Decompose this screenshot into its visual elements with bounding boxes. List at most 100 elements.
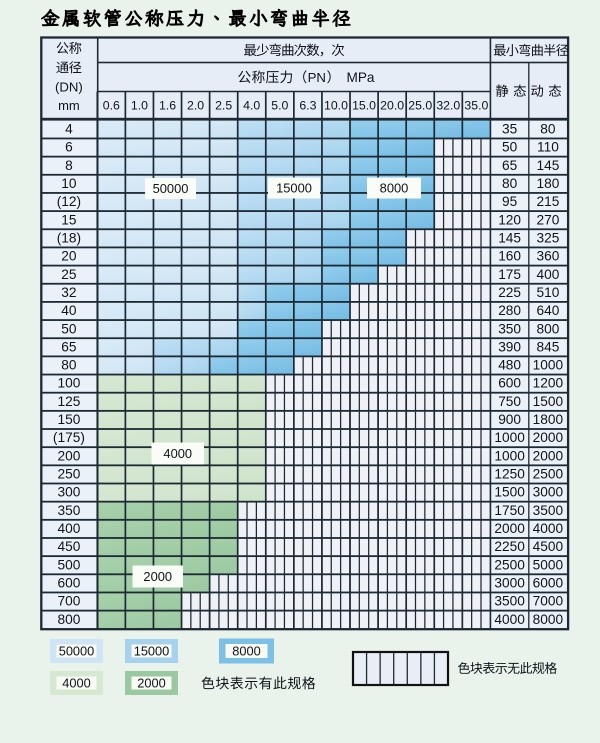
svg-text:2000: 2000 (494, 521, 525, 536)
svg-text:0.6: 0.6 (103, 99, 120, 113)
svg-text:640: 640 (536, 303, 559, 318)
svg-text:350: 350 (498, 321, 521, 336)
svg-text:8000: 8000 (232, 644, 260, 659)
svg-text:120: 120 (498, 212, 521, 227)
svg-text:10.0: 10.0 (324, 99, 348, 113)
svg-text:1.6: 1.6 (159, 99, 176, 113)
svg-text:2000: 2000 (533, 430, 564, 445)
svg-text:1250: 1250 (494, 467, 525, 482)
svg-text:80: 80 (540, 122, 556, 137)
svg-text:32: 32 (61, 285, 76, 300)
svg-text:6000: 6000 (533, 576, 564, 591)
svg-text:900: 900 (498, 412, 521, 427)
svg-text:2.0: 2.0 (187, 99, 204, 113)
svg-text:2500: 2500 (533, 467, 564, 482)
svg-text:mm: mm (58, 98, 80, 113)
svg-text:3500: 3500 (494, 594, 525, 609)
svg-text:400: 400 (536, 267, 559, 282)
svg-text:325: 325 (536, 230, 559, 245)
svg-text:1000: 1000 (494, 448, 525, 463)
svg-text:600: 600 (57, 576, 80, 591)
svg-text:15000: 15000 (134, 644, 170, 659)
svg-text:360: 360 (536, 249, 559, 264)
svg-text:20: 20 (61, 249, 77, 264)
svg-text:250: 250 (57, 467, 80, 482)
svg-text:95: 95 (502, 194, 518, 209)
svg-text:5.0: 5.0 (271, 99, 288, 113)
svg-text:50000: 50000 (153, 181, 189, 196)
svg-text:145: 145 (536, 158, 559, 173)
svg-text:35.0: 35.0 (464, 99, 488, 113)
svg-text:500: 500 (57, 557, 80, 572)
svg-text:300: 300 (57, 485, 80, 500)
svg-text:510: 510 (536, 285, 559, 300)
svg-text:5000: 5000 (533, 557, 564, 572)
svg-text:3000: 3000 (533, 485, 564, 500)
svg-text:180: 180 (536, 176, 559, 191)
svg-text:1500: 1500 (494, 485, 525, 500)
svg-text:8000: 8000 (380, 181, 409, 196)
svg-text:50: 50 (502, 140, 518, 155)
svg-text:110: 110 (537, 140, 559, 155)
svg-text:175: 175 (498, 267, 521, 282)
svg-text:145: 145 (498, 230, 521, 245)
svg-text:4000: 4000 (62, 676, 90, 691)
svg-text:2000: 2000 (137, 676, 165, 691)
svg-text:280: 280 (498, 303, 521, 318)
svg-text:80: 80 (61, 358, 77, 373)
svg-text:450: 450 (57, 539, 80, 554)
svg-text:390: 390 (498, 339, 521, 354)
svg-text:4.0: 4.0 (243, 99, 260, 113)
svg-text:200: 200 (57, 448, 80, 463)
svg-text:1.0: 1.0 (131, 99, 148, 113)
svg-text:50000: 50000 (59, 644, 95, 659)
svg-text:480: 480 (498, 358, 521, 373)
svg-text:20.0: 20.0 (380, 99, 404, 113)
svg-text:(175): (175) (53, 430, 85, 445)
svg-text:400: 400 (57, 521, 80, 536)
svg-text:4000: 4000 (533, 521, 564, 536)
svg-text:350: 350 (57, 503, 80, 518)
svg-text:1200: 1200 (533, 376, 564, 391)
svg-text:40: 40 (61, 303, 77, 318)
svg-text:25.0: 25.0 (408, 99, 432, 113)
svg-text:2.5: 2.5 (215, 99, 232, 113)
svg-text:3500: 3500 (533, 503, 564, 518)
svg-text:(18): (18) (57, 230, 81, 245)
svg-text:2500: 2500 (494, 557, 525, 572)
svg-text:15000: 15000 (276, 181, 312, 196)
svg-text:1800: 1800 (533, 412, 564, 427)
svg-text:32.0: 32.0 (436, 99, 460, 113)
svg-text:4500: 4500 (533, 539, 564, 554)
svg-text:225: 225 (498, 285, 521, 300)
svg-text:65: 65 (502, 158, 518, 173)
svg-text:270: 270 (536, 212, 559, 227)
svg-text:PN: PN (308, 70, 326, 85)
svg-text:160: 160 (498, 249, 521, 264)
svg-text:15: 15 (61, 212, 77, 227)
svg-text:15.0: 15.0 (352, 99, 376, 113)
svg-text:8000: 8000 (533, 612, 564, 627)
svg-text:750: 750 (498, 394, 521, 409)
svg-text:2000: 2000 (533, 448, 564, 463)
svg-text:4000: 4000 (494, 612, 525, 627)
svg-text:2250: 2250 (494, 539, 525, 554)
svg-text:10: 10 (61, 176, 77, 191)
svg-text:215: 215 (536, 194, 559, 209)
svg-text:600: 600 (498, 376, 521, 391)
svg-text:2000: 2000 (143, 569, 172, 584)
svg-text:800: 800 (57, 612, 80, 627)
svg-text:700: 700 (57, 594, 80, 609)
svg-text:8: 8 (65, 158, 73, 173)
svg-text:845: 845 (536, 339, 559, 354)
svg-text:65: 65 (61, 339, 77, 354)
svg-text:800: 800 (536, 321, 559, 336)
svg-text:3000: 3000 (494, 576, 525, 591)
svg-text:4: 4 (65, 122, 73, 137)
svg-text:150: 150 (57, 412, 80, 427)
svg-text:25: 25 (61, 267, 77, 282)
svg-text:4000: 4000 (163, 446, 192, 461)
svg-text:(12): (12) (57, 194, 81, 209)
svg-text:7000: 7000 (533, 594, 564, 609)
svg-text:1000: 1000 (533, 358, 564, 373)
